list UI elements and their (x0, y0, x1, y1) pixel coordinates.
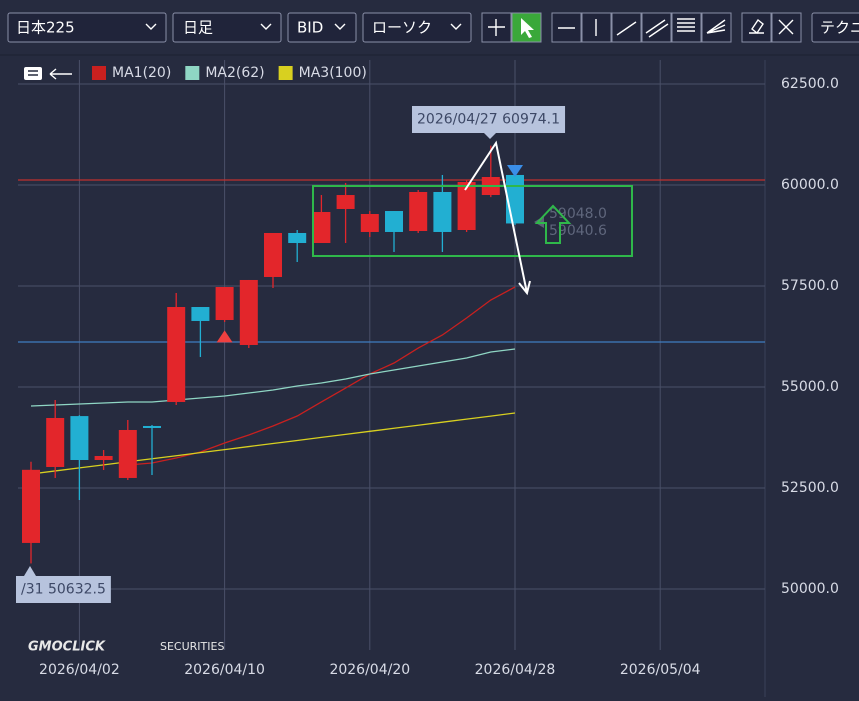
high-label: 2026/04/27 60974.1 (417, 112, 560, 128)
y-tick-label: 57500.0 (781, 278, 839, 294)
candle-body (409, 191, 428, 232)
period-select[interactable] (172, 12, 282, 43)
style-text: ローソク (372, 19, 432, 37)
y-tick-label: 60000.0 (781, 177, 839, 193)
high-label-box (412, 106, 566, 133)
chevron (450, 23, 462, 30)
candle-body (385, 211, 403, 232)
vline-button[interactable] (581, 12, 612, 43)
trendline-button[interactable] (611, 12, 642, 43)
candle-body (360, 214, 379, 232)
y-tick-label: 52500.0 (781, 480, 839, 496)
candle-body (167, 307, 186, 402)
logo-sub: SECURITIES (160, 640, 224, 653)
y-tick-label: 62500.0 (781, 76, 839, 92)
legend-swatch (278, 66, 293, 80)
buy-marker (216, 330, 233, 343)
price-select[interactable] (287, 12, 357, 43)
symbol-select[interactable] (7, 12, 167, 43)
chevron (334, 23, 346, 30)
fibo-fan-icon (706, 19, 726, 34)
technical-text: テクニ (820, 19, 859, 37)
legend-swatch (185, 66, 200, 80)
logo-brand: GMOCLICK (28, 640, 106, 655)
legend-label: MA3(100) (299, 65, 367, 81)
candle-body (336, 195, 355, 209)
sell-marker (507, 165, 523, 177)
high-label-pointer (484, 133, 496, 139)
erase-button[interactable] (741, 12, 772, 43)
candle-body (70, 416, 89, 460)
legend-label: MA2(62) (205, 65, 264, 81)
comment-lines (28, 70, 38, 76)
candle-body (143, 425, 161, 429)
drawn-arrow (464, 140, 531, 296)
chevron (145, 23, 157, 30)
candle-body (215, 287, 234, 321)
comment-icon[interactable] (24, 67, 42, 80)
x-tick-label: 2026/05/04 (620, 662, 701, 678)
legend-icons (24, 67, 72, 80)
candle-body (264, 232, 282, 277)
trendline-icon (616, 21, 637, 36)
y-tick-label: 50000.0 (781, 581, 839, 597)
candle-body (457, 182, 476, 231)
fibo-icon (677, 18, 695, 32)
technical-select[interactable] (811, 12, 859, 43)
candle-body (288, 232, 307, 244)
chevron (260, 23, 272, 30)
price-label: 59040.6 (549, 223, 607, 239)
channel-button[interactable] (641, 12, 672, 43)
candle-body (239, 279, 258, 345)
x-tick-label: 2026/04/20 (329, 662, 410, 678)
collapse-icon[interactable] (49, 68, 72, 80)
candle-body (94, 455, 113, 460)
x-tick-label: 2026/04/02 (39, 662, 120, 678)
legend-swatch (92, 66, 106, 80)
fibo-fan-button[interactable] (701, 12, 732, 43)
channel-icon (645, 19, 669, 38)
candle-body (312, 211, 331, 244)
price-text: BID (297, 19, 323, 37)
low-label: /31 50632.5 (21, 582, 106, 598)
toolbar: 日本225 日足 BID ローソク テクニ (7, 12, 859, 43)
pointer-icon (521, 18, 534, 38)
range-box (312, 185, 633, 257)
legend-label: MA1(20) (112, 65, 171, 81)
period-text: 日足 (183, 19, 213, 37)
candle-body (506, 174, 524, 224)
candle-body (22, 469, 40, 543)
erase-icon (749, 18, 764, 35)
logo: GMOCLICK SECURITIES (28, 640, 224, 655)
y-tick-label: 55000.0 (781, 379, 839, 395)
low-label-box (16, 576, 111, 603)
price-label: 59048.0 (549, 206, 607, 222)
moving-average (30, 412, 516, 475)
erase-all-icon (778, 19, 794, 35)
low-label-pointer (24, 566, 36, 576)
x-tick-label: 2026/04/28 (475, 662, 556, 678)
candle-body (191, 307, 210, 321)
style-select[interactable] (362, 12, 472, 43)
candle-body (118, 429, 137, 478)
crosshair-icon (488, 19, 505, 36)
up-arrow (534, 204, 572, 244)
fibo-button[interactable] (671, 12, 702, 43)
moving-average (30, 348, 516, 407)
x-tick-label: 2026/04/10 (184, 662, 265, 678)
candle-body (433, 191, 452, 232)
erase-all-button[interactable] (771, 12, 802, 43)
symbol-text: 日本225 (16, 19, 75, 37)
candle-body (46, 417, 65, 467)
